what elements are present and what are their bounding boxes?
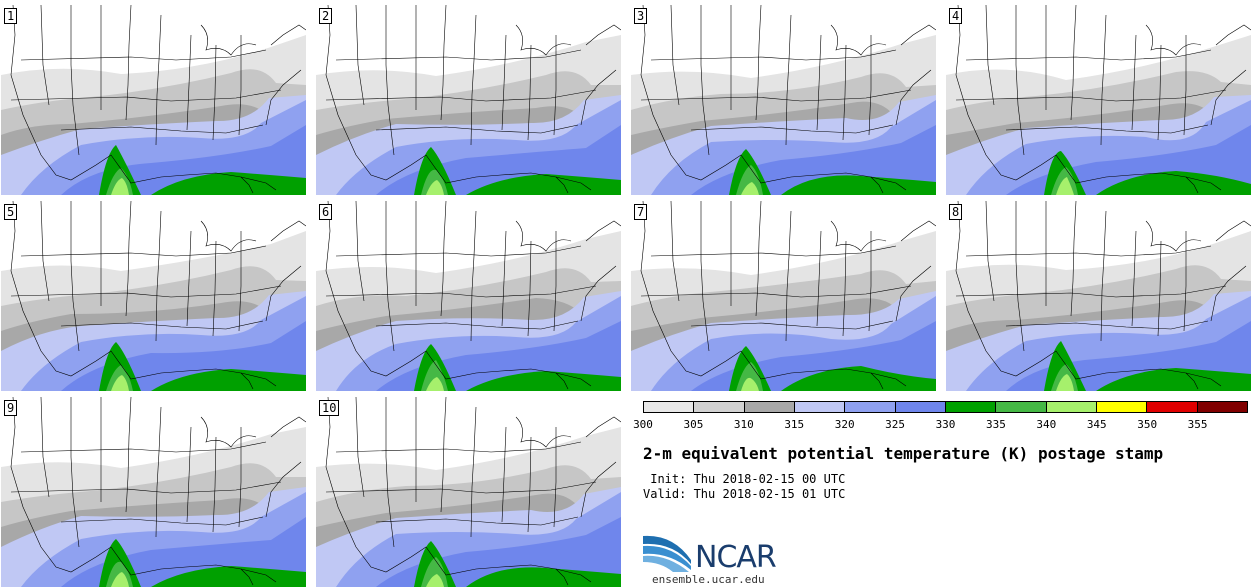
colorbar-swatch: [996, 402, 1047, 412]
member-panel: 6: [316, 201, 621, 391]
member-map: [946, 201, 1251, 391]
colorbar-tick-label: 325: [885, 418, 906, 431]
colorbar-swatch: [1147, 402, 1198, 412]
member-panel: 9: [1, 397, 306, 587]
colorbar-tick-label: 345: [1086, 418, 1107, 431]
colorbar: [643, 401, 1248, 413]
member-panel: 2: [316, 5, 621, 195]
member-panel: 5: [1, 201, 306, 391]
member-label: 2: [319, 8, 333, 24]
ncar-logo-icon: [643, 535, 691, 572]
colorbar-tick-label: 335: [985, 418, 1006, 431]
member-label: 1: [4, 8, 18, 24]
colorbar-swatch: [744, 402, 795, 412]
member-map: [316, 201, 621, 391]
member-label: 4: [949, 8, 963, 24]
colorbar-tick-label: 310: [733, 418, 754, 431]
member-label: 9: [4, 400, 18, 416]
member-map: [316, 397, 621, 587]
member-panel: 1: [1, 5, 306, 195]
member-map: [316, 5, 621, 195]
colorbar-swatch: [694, 402, 745, 412]
member-label: 3: [634, 8, 648, 24]
colorbar-tick-label: 350: [1137, 418, 1158, 431]
colorbar-swatch: [1096, 402, 1148, 412]
member-label: 10: [319, 400, 340, 416]
colorbar-swatch: [1046, 402, 1097, 412]
colorbar-swatch: [794, 402, 846, 412]
colorbar-tick-label: 305: [683, 418, 704, 431]
colorbar-ticks: 300 305 310 315 320 325 330 335 340 345 350 355: [633, 418, 1248, 432]
colorbar-swatch: [644, 402, 695, 412]
colorbar-tick-label: 315: [784, 418, 805, 431]
member-label: 8: [949, 204, 963, 220]
member-map: [946, 5, 1251, 195]
member-map: [631, 5, 936, 195]
colorbar-swatch: [1197, 402, 1247, 412]
member-panel: 8: [946, 201, 1251, 391]
logo-text: NCAR: [695, 540, 777, 575]
member-label: 7: [634, 204, 648, 220]
member-panel: 4: [946, 5, 1251, 195]
member-label: 6: [319, 204, 333, 220]
member-panel: 7: [631, 201, 936, 391]
colorbar-swatch: [845, 402, 896, 412]
site-url: ensemble.ucar.edu: [652, 573, 765, 586]
member-map: [1, 397, 306, 587]
member-map: [631, 201, 936, 391]
figure-title: 2-m equivalent potential temperature (K)…: [643, 444, 1164, 463]
colorbar-swatch: [945, 402, 997, 412]
member-map: [1, 201, 306, 391]
colorbar-tick-label: 340: [1036, 418, 1057, 431]
colorbar-tick-label: 355: [1187, 418, 1208, 431]
colorbar-tick-label: 300: [633, 418, 653, 431]
member-panel: 10: [316, 397, 621, 587]
member-label: 5: [4, 204, 18, 220]
member-map: [1, 5, 306, 195]
init-time: Init: Thu 2018-02-15 00 UTC: [643, 472, 846, 486]
valid-time: Valid: Thu 2018-02-15 01 UTC: [643, 487, 846, 501]
colorbar-swatch: [895, 402, 946, 412]
colorbar-tick-label: 330: [935, 418, 956, 431]
colorbar-tick-label: 320: [834, 418, 855, 431]
member-panel: 3: [631, 5, 936, 195]
